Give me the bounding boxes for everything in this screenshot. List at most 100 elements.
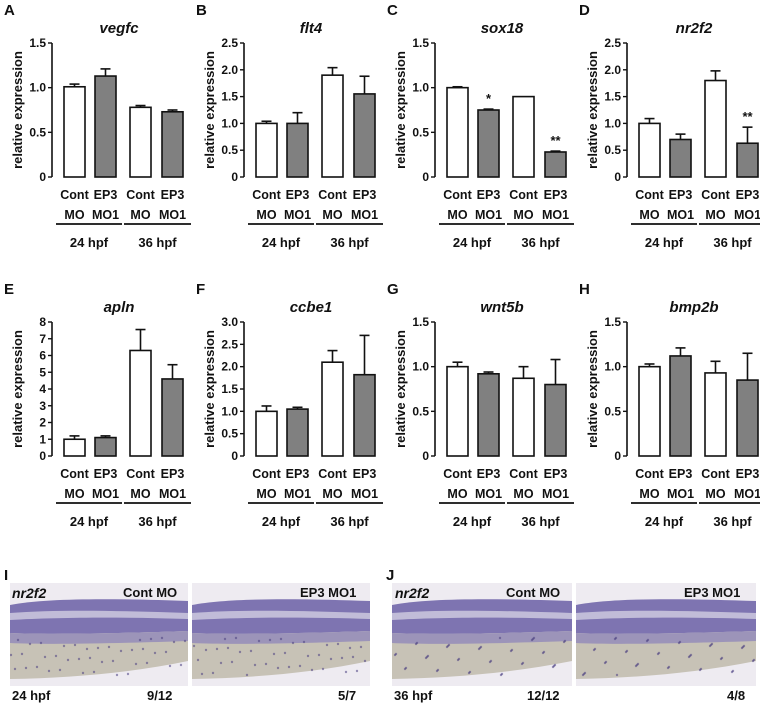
stain-speck <box>230 660 234 664</box>
x-category-label: Cont <box>60 188 89 202</box>
stain-speck <box>183 639 187 643</box>
y-tick-label: 3 <box>39 399 46 413</box>
stain-speck <box>329 657 333 661</box>
bar <box>446 86 469 178</box>
y-tick-label: 6 <box>39 349 46 363</box>
y-tick-label: 0 <box>614 170 621 184</box>
stain-speck <box>39 641 43 645</box>
x-category-sublabel: MO <box>64 487 84 501</box>
panel-label: G <box>387 281 399 298</box>
x-category-label: Cont <box>443 467 472 481</box>
notochord-band <box>392 610 572 620</box>
chart-title: bmp2b <box>669 299 718 316</box>
vessel-stain <box>10 631 188 644</box>
y-tick-label: 4 <box>39 382 46 396</box>
notochord-band <box>192 610 370 620</box>
stain-speck <box>223 637 227 641</box>
x-category-sublabel: MO <box>256 208 276 222</box>
stain-speck <box>359 645 363 649</box>
stain-speck <box>593 647 597 651</box>
stain-speck <box>226 646 230 650</box>
bar <box>321 361 344 457</box>
x-category-sublabel: MO1 <box>667 208 694 222</box>
stain-speck <box>134 662 138 666</box>
stain-speck <box>542 650 546 654</box>
x-category-sublabel: MO <box>130 208 150 222</box>
bar <box>286 408 309 457</box>
y-axis-label: relative expression <box>393 51 408 169</box>
x-category-sublabel: MO <box>322 208 342 222</box>
x-category-sublabel: MO1 <box>351 208 378 222</box>
bar <box>512 95 535 178</box>
y-tick-label: 0.5 <box>604 404 621 418</box>
group-label: 36 hpf <box>138 514 177 529</box>
stain-speck <box>498 636 502 640</box>
stain-speck <box>276 666 280 670</box>
x-category-label: Cont <box>318 188 347 202</box>
bar <box>736 142 759 178</box>
stain-speck <box>200 672 204 676</box>
stain-speck <box>615 673 619 677</box>
ish-gene-label: nr2f2 <box>12 585 47 601</box>
x-category-label: EP3 <box>669 188 693 202</box>
x-category-label: Cont <box>318 467 347 481</box>
stain-speck <box>62 644 66 648</box>
x-category-sublabel: MO <box>513 487 533 501</box>
ish-condition-label: EP3 MO1 <box>300 585 357 600</box>
x-category-sublabel: MO1 <box>475 487 502 501</box>
x-category-label: EP3 <box>286 467 310 481</box>
bar <box>255 410 278 457</box>
bar <box>94 436 117 457</box>
stain-speck <box>287 665 291 669</box>
stain-speck <box>415 641 419 645</box>
y-tick-label: 1.0 <box>604 360 621 374</box>
stain-speck <box>35 665 39 669</box>
panel-label: B <box>196 2 207 19</box>
chart-title: wnt5b <box>480 299 523 316</box>
panel-label: A <box>4 2 15 19</box>
bar <box>161 110 184 178</box>
bar <box>477 109 500 178</box>
stain-speck <box>268 638 272 642</box>
bar <box>63 438 86 457</box>
bar <box>477 373 500 457</box>
y-tick-label: 0 <box>39 170 46 184</box>
y-axis-label: relative expression <box>10 51 25 169</box>
stain-speck <box>279 637 283 641</box>
panel-label: E <box>4 281 14 298</box>
stain-speck <box>479 645 483 649</box>
stain-speck <box>720 656 724 660</box>
notochord-band <box>576 610 756 620</box>
x-category-sublabel: MO1 <box>284 208 311 222</box>
stain-speck <box>699 667 703 671</box>
ish-count-label: 4/8 <box>727 688 746 703</box>
stain-speck <box>348 646 352 650</box>
x-category-label: EP3 <box>353 188 377 202</box>
y-tick-label: 0.5 <box>412 125 429 139</box>
x-category-label: EP3 <box>544 467 568 481</box>
vessel-stain <box>192 631 370 644</box>
x-category-sublabel: MO1 <box>734 487 760 501</box>
stain-speck <box>468 670 472 674</box>
x-category-sublabel: MO <box>256 487 276 501</box>
x-category-label: Cont <box>252 188 281 202</box>
stain-speck <box>164 650 168 654</box>
y-tick-label: 3.0 <box>221 315 238 329</box>
stain-speck <box>73 643 77 647</box>
group-label: 24 hpf <box>453 235 492 250</box>
ish-gene-label: nr2f2 <box>395 585 430 601</box>
x-category-label: EP3 <box>161 467 185 481</box>
stain-speck <box>636 662 640 666</box>
x-category-label: Cont <box>126 467 155 481</box>
stain-speck <box>583 671 587 675</box>
x-category-sublabel: MO <box>513 208 533 222</box>
stain-speck <box>149 637 153 641</box>
y-tick-label: 1.5 <box>604 315 621 329</box>
y-tick-label: 2.0 <box>604 63 621 77</box>
